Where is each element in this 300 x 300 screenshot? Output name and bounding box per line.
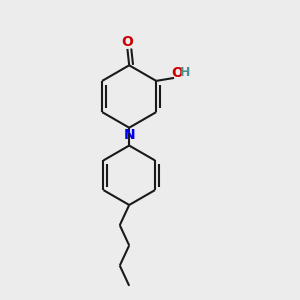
Text: O: O [172, 66, 184, 80]
Text: H: H [180, 66, 190, 79]
Text: N: N [123, 128, 135, 142]
Text: O: O [122, 35, 133, 50]
